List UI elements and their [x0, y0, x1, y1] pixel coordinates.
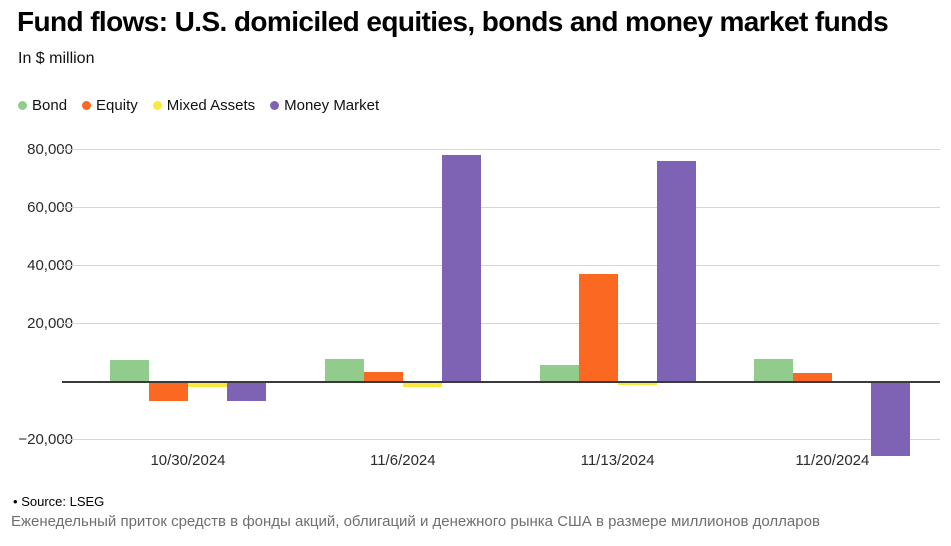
y-tick-label: 40,000 — [27, 257, 73, 275]
bar-equity — [578, 273, 618, 382]
gridline — [62, 207, 940, 209]
source-bullet: • — [13, 494, 18, 509]
source-line: • Source: LSEG — [13, 494, 104, 509]
x-axis-label: 10/30/2024 — [150, 452, 226, 469]
bar-mixed-assets — [188, 383, 227, 387]
bar-mixed-assets — [402, 383, 442, 388]
y-tick-label: 60,000 — [27, 199, 73, 217]
zero-axis-line — [62, 381, 940, 384]
y-tick-label: 20,000 — [27, 315, 73, 333]
bar-mixed-assets — [617, 383, 657, 386]
y-tick-label: −20,000 — [18, 431, 73, 449]
bar-money-market — [227, 383, 266, 402]
legend-label: Equity — [96, 97, 138, 114]
bar-equity — [793, 373, 833, 382]
gridline — [62, 323, 940, 325]
page-title: Fund flows: U.S. domiciled equities, bon… — [17, 6, 889, 37]
x-axis-label: 11/13/2024 — [580, 452, 655, 469]
bar-money-market — [871, 383, 911, 456]
bar-bond — [754, 358, 794, 382]
bar-money-market — [441, 155, 481, 382]
y-tick-label: 80,000 — [27, 141, 73, 159]
legend-swatch-icon — [18, 101, 27, 110]
x-axis-label: 11/20/2024 — [795, 452, 870, 469]
legend-label: Bond — [32, 97, 68, 114]
plot-area — [62, 126, 940, 474]
gridline — [62, 439, 940, 441]
legend-label: Mixed Assets — [166, 97, 256, 114]
gridline — [62, 149, 940, 151]
chart-legend: Bond Equity Mixed Assets Money Market — [18, 97, 379, 114]
legend-item: Mixed Assets — [152, 97, 256, 114]
legend-swatch-icon — [270, 101, 280, 110]
bar-equity — [363, 371, 403, 382]
gridline — [62, 265, 940, 267]
legend-swatch-icon — [152, 101, 162, 110]
bar-bond — [110, 360, 149, 382]
bar-bond — [539, 365, 579, 382]
bar-bond — [324, 358, 364, 382]
source-text: Source: LSEG — [21, 494, 105, 509]
legend-label: Money Market — [284, 97, 380, 114]
x-axis-label: 11/6/2024 — [369, 452, 436, 469]
legend-swatch-icon — [82, 101, 92, 110]
chart-subtitle: In $ million — [18, 50, 95, 67]
bar-money-market — [656, 160, 696, 382]
legend-item: Bond — [18, 97, 67, 114]
bar-equity — [149, 383, 188, 402]
chart-caption: Еженедельный приток средств в фонды акци… — [11, 513, 820, 530]
legend-item: Money Market — [270, 97, 379, 114]
legend-item: Equity — [82, 97, 138, 114]
